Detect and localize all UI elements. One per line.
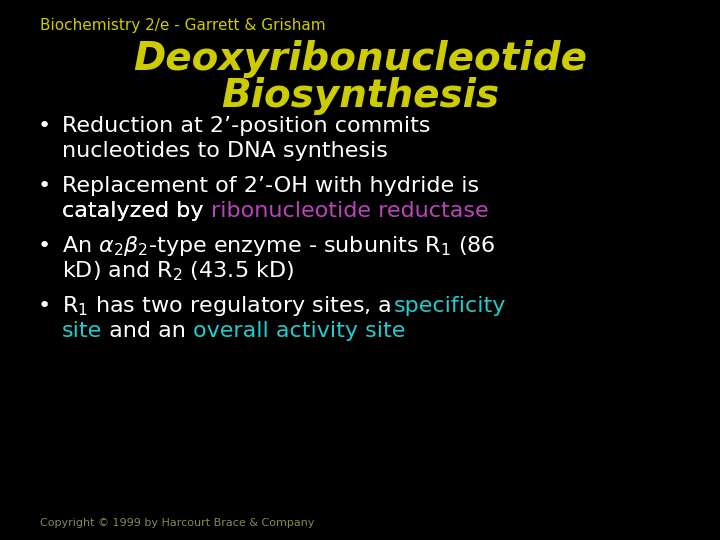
Text: An $\alpha_2\beta_2$-type enzyme - subunits R$_1$ (86: An $\alpha_2\beta_2$-type enzyme - subun… <box>62 234 495 258</box>
Text: nucleotides to DNA synthesis: nucleotides to DNA synthesis <box>62 141 388 161</box>
Text: catalyzed by: catalyzed by <box>62 201 211 221</box>
Text: Reduction at 2’-position commits: Reduction at 2’-position commits <box>62 116 431 136</box>
Text: specificity: specificity <box>393 296 505 316</box>
Text: •: • <box>38 176 51 196</box>
Text: ribonucleotide reductase: ribonucleotide reductase <box>211 201 488 221</box>
Text: catalyzed by: catalyzed by <box>62 201 211 221</box>
Text: Replacement of 2’-OH with hydride is: Replacement of 2’-OH with hydride is <box>62 176 479 196</box>
Text: and an: and an <box>102 321 193 341</box>
Text: kD) and R$_2$ (43.5 kD): kD) and R$_2$ (43.5 kD) <box>62 259 294 282</box>
Text: •: • <box>38 116 51 136</box>
Text: Deoxyribonucleotide: Deoxyribonucleotide <box>133 40 587 78</box>
Text: overall activity site: overall activity site <box>193 321 405 341</box>
Text: •: • <box>38 236 51 256</box>
Text: site: site <box>62 321 102 341</box>
Text: R$_1$ has two regulatory sites, a: R$_1$ has two regulatory sites, a <box>62 294 393 318</box>
Text: Biosynthesis: Biosynthesis <box>221 77 499 115</box>
Text: Biochemistry 2/e - Garrett & Grisham: Biochemistry 2/e - Garrett & Grisham <box>40 18 325 33</box>
Text: Copyright © 1999 by Harcourt Brace & Company: Copyright © 1999 by Harcourt Brace & Com… <box>40 518 315 528</box>
Text: •: • <box>38 296 51 316</box>
